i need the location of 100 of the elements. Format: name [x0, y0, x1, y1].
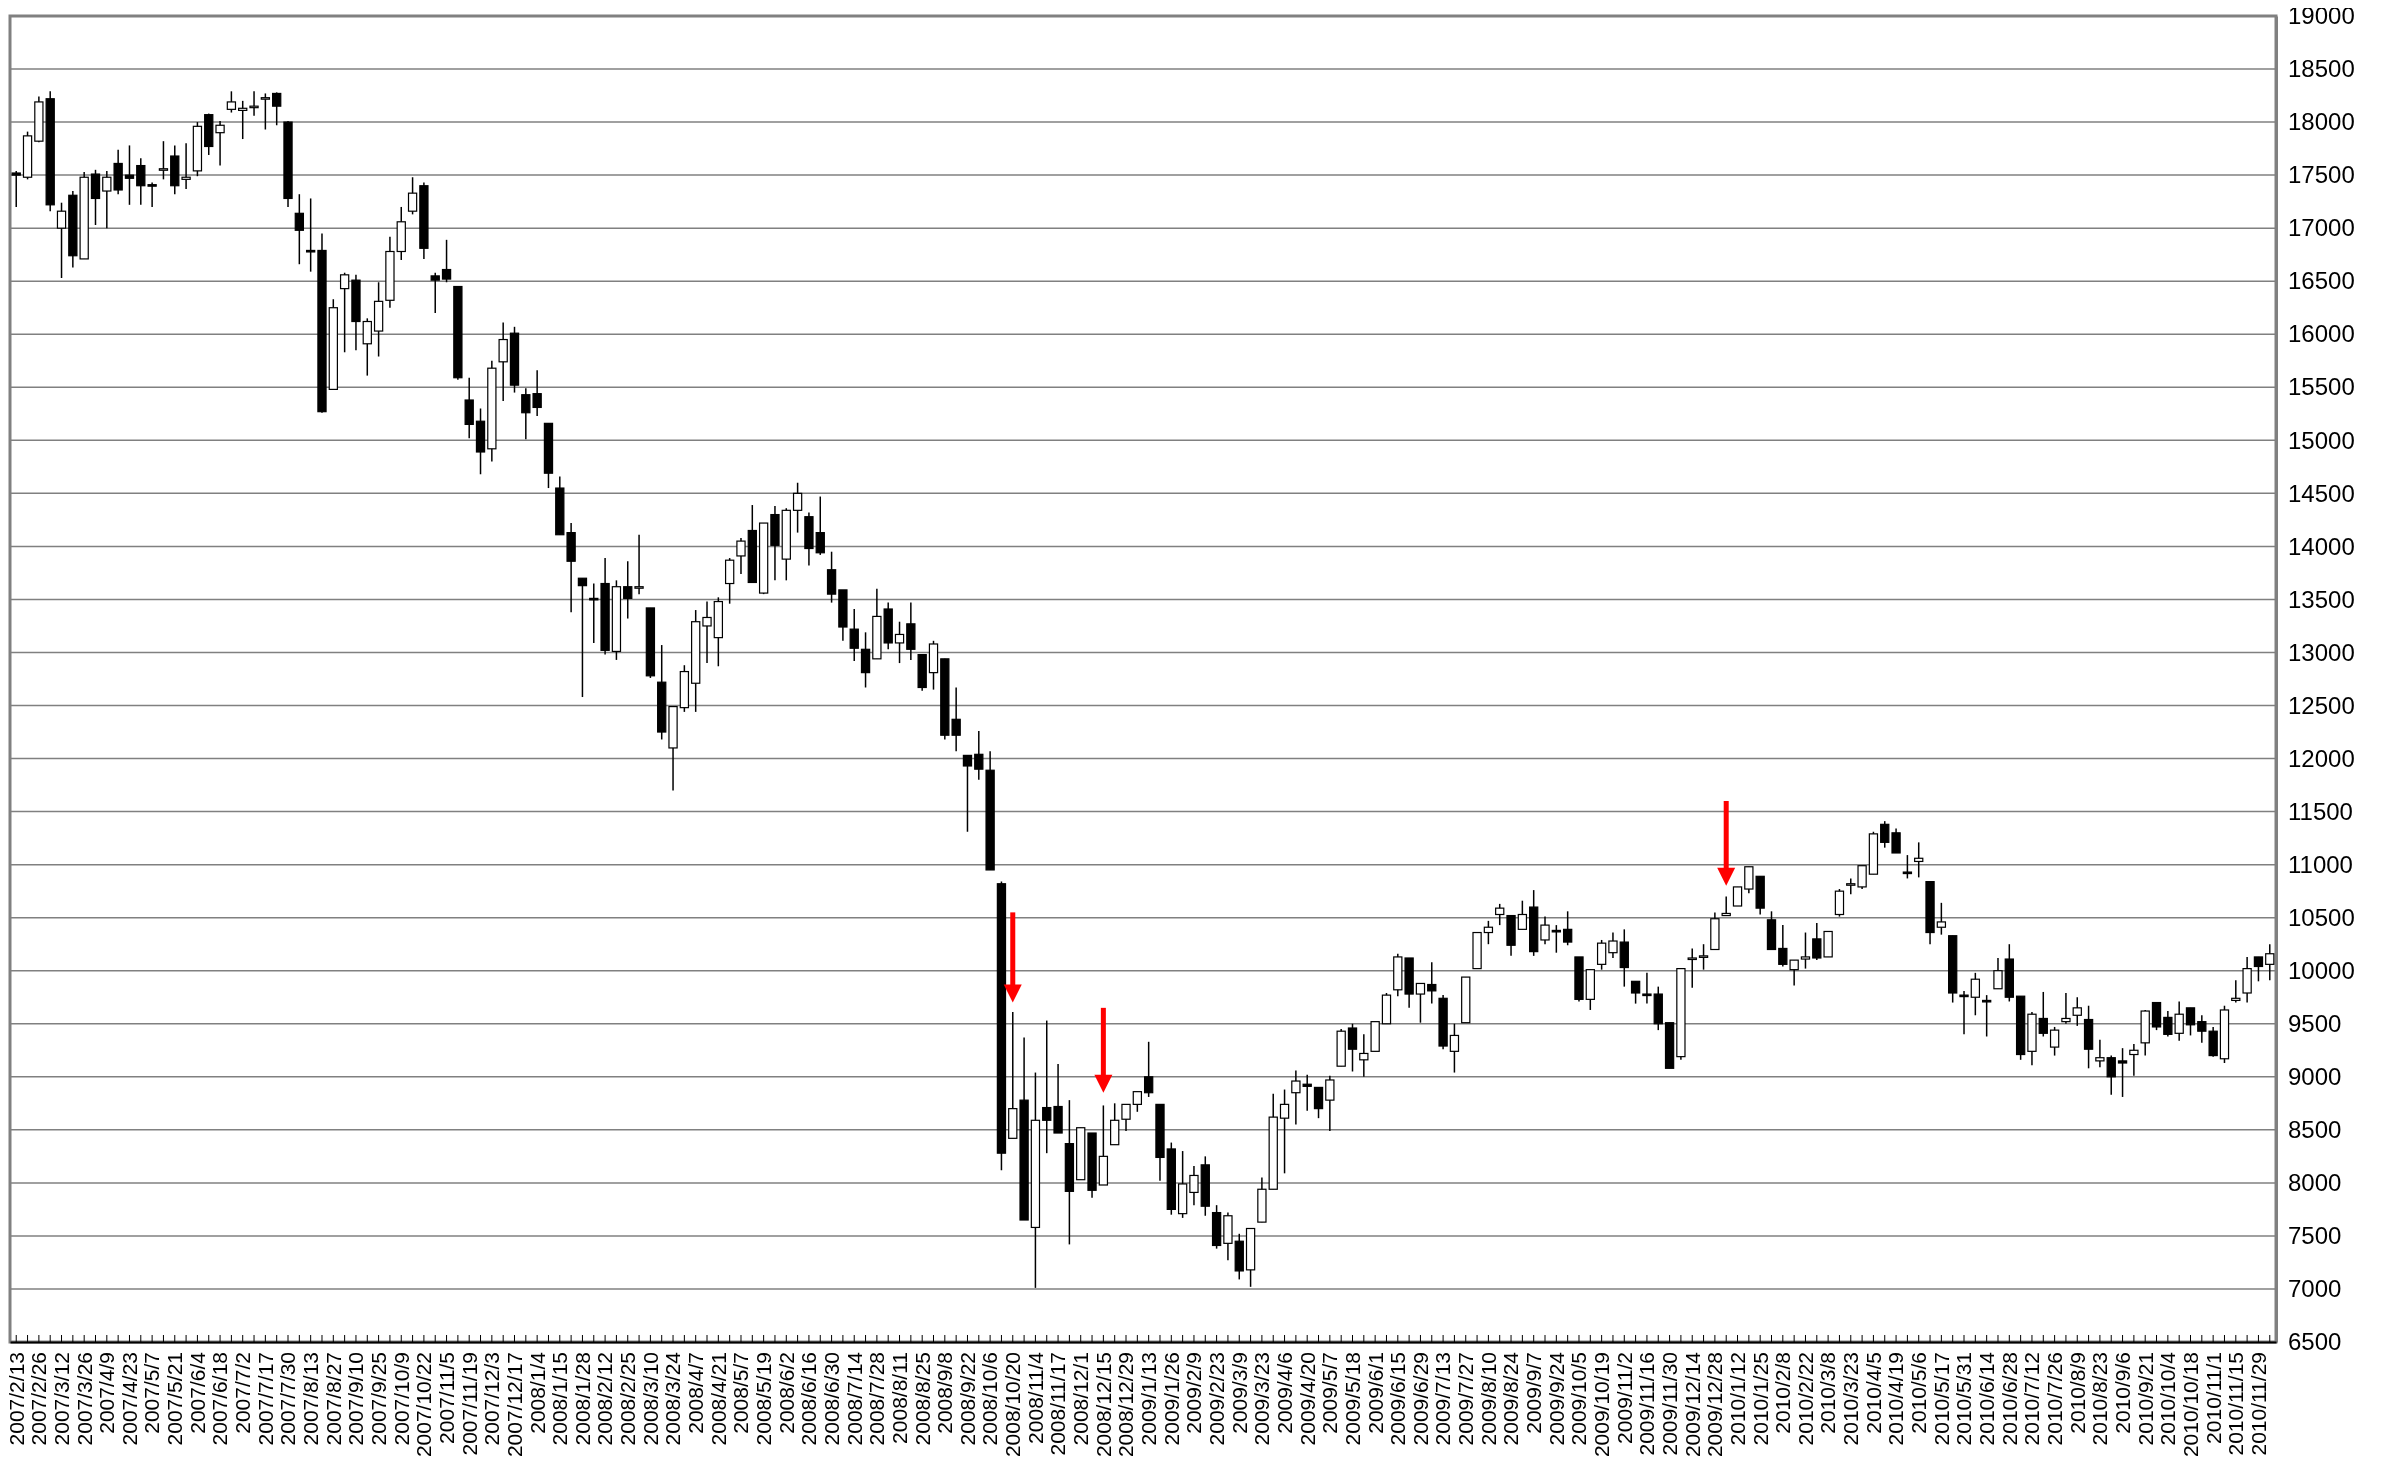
x-tick-label: 2010/1/12 — [1725, 1352, 1749, 1446]
y-tick-label: 17500 — [2288, 161, 2355, 189]
candlestick — [1970, 972, 1981, 1017]
y-tick-label: 15000 — [2288, 426, 2355, 454]
x-tick-label: 2007/5/7 — [140, 1352, 164, 1434]
x-tick-label: 2009/10/19 — [1589, 1352, 1613, 1458]
x-tick-label: 2008/6/16 — [797, 1352, 821, 1446]
candlestick — [1325, 1074, 1335, 1132]
candlestick — [1721, 895, 1731, 917]
x-tick-label: 2007/4/23 — [117, 1352, 141, 1446]
x-tick-label: 2007/12/17 — [502, 1352, 526, 1458]
x-tick-label: 2009/5/7 — [1318, 1352, 1342, 1434]
candlestick — [2095, 1038, 2105, 1068]
x-tick-label: 2008/6/2 — [774, 1352, 798, 1434]
candlestick — [2231, 979, 2241, 1004]
candlestick — [2106, 1054, 2116, 1096]
candlestick — [260, 92, 271, 131]
x-tick-label: 2010/11/15 — [2224, 1352, 2248, 1456]
candlestick — [305, 197, 316, 273]
x-tick-label: 2007/6/4 — [185, 1351, 209, 1434]
x-tick-label: 2008/12/15 — [1091, 1352, 1115, 1458]
y-tick-label: 7000 — [2288, 1275, 2342, 1303]
x-tick-label: 2009/7/13 — [1431, 1352, 1455, 1446]
candlestick — [1427, 961, 1437, 1005]
x-tick-label: 2007/9/10 — [344, 1352, 368, 1446]
candlestick — [2253, 956, 2264, 983]
candlestick — [2061, 992, 2071, 1025]
candlestick — [294, 193, 305, 265]
x-tick-label: 2008/9/22 — [955, 1352, 979, 1446]
y-tick-label: 16000 — [2288, 320, 2355, 348]
candlestick — [1936, 902, 1947, 936]
candlestick — [407, 176, 418, 216]
x-tick-label: 2010/8/23 — [2088, 1352, 2112, 1446]
x-tick-label: 2007/7/2 — [231, 1352, 255, 1434]
candlestick — [1596, 939, 1607, 971]
x-tick-label: 2008/12/29 — [1114, 1352, 1138, 1458]
y-tick-label: 10000 — [2288, 956, 2355, 984]
x-tick-label: 2009/1/26 — [1159, 1352, 1183, 1446]
candlestick — [1630, 980, 1641, 1005]
x-tick-label: 2010/5/6 — [1907, 1352, 1931, 1434]
candlestick — [441, 239, 452, 284]
candlestick — [2117, 1047, 2128, 1098]
x-tick-label: 2008/11/17 — [1046, 1352, 1070, 1456]
x-tick-label: 2008/8/25 — [910, 1352, 934, 1446]
y-tick-label: 14000 — [2288, 532, 2355, 560]
x-tick-label: 2007/5/21 — [163, 1352, 187, 1446]
candlestick — [238, 100, 248, 140]
candlestick — [1562, 910, 1573, 947]
y-tick-label: 10500 — [2288, 903, 2355, 931]
candlestick — [272, 91, 282, 127]
x-tick-label: 2008/2/12 — [593, 1352, 617, 1446]
candlestick — [1495, 903, 1505, 926]
x-tick-label: 2010/2/22 — [1793, 1352, 1817, 1446]
candlestick — [1993, 957, 2003, 990]
candlestick — [1981, 994, 1992, 1038]
x-tick-label: 2010/4/5 — [1861, 1352, 1885, 1434]
x-tick-label: 2009/3/23 — [1250, 1352, 1274, 1446]
y-tick-label: 7500 — [2288, 1222, 2342, 1250]
candlestick — [1132, 1090, 1143, 1113]
x-tick-label: 2010/7/12 — [2020, 1352, 2044, 1446]
x-tick-label: 2008/1/15 — [548, 1352, 572, 1446]
y-tick-label: 11000 — [2288, 850, 2353, 878]
x-tick-label: 2008/3/24 — [661, 1351, 685, 1446]
x-tick-label: 2007/3/12 — [49, 1352, 73, 1446]
x-tick-label: 2009/11/30 — [1657, 1352, 1681, 1456]
candlestick — [815, 495, 825, 556]
candlestick — [1517, 899, 1528, 931]
x-tick-label: 2007/10/22 — [412, 1352, 436, 1458]
y-tick-label: 19000 — [2288, 2, 2355, 30]
candlestick — [2129, 1043, 2139, 1077]
x-tick-label: 2010/10/18 — [2178, 1352, 2202, 1458]
x-tick-label: 2009/4/20 — [1295, 1352, 1319, 1446]
candlestick — [792, 482, 803, 534]
x-tick-label: 2009/4/6 — [1272, 1352, 1296, 1434]
x-tick-label: 2010/5/31 — [1952, 1352, 1976, 1446]
x-tick-label: 2008/11/4 — [1023, 1351, 1047, 1444]
candlestick — [2038, 991, 2048, 1038]
x-tick-label: 2007/2/13 — [4, 1352, 28, 1446]
x-tick-label: 2007/6/18 — [208, 1352, 232, 1446]
candlestick — [894, 620, 905, 664]
x-tick-label: 2008/4/7 — [684, 1352, 708, 1434]
candlestick — [1483, 920, 1494, 945]
x-tick-label: 2010/5/17 — [1929, 1352, 1953, 1446]
x-tick-label: 2009/9/24 — [1544, 1351, 1568, 1446]
x-tick-label: 2010/11/29 — [2246, 1352, 2270, 1456]
x-tick-label: 2007/9/25 — [366, 1352, 390, 1446]
candlestick — [1880, 820, 1890, 849]
x-tick-label: 2007/12/3 — [480, 1352, 504, 1446]
candlestick — [702, 600, 712, 664]
x-tick-label: 2009/3/9 — [1227, 1352, 1251, 1434]
candlestick — [974, 730, 984, 781]
candlestick — [1279, 1088, 1290, 1175]
candlestick — [56, 201, 67, 279]
candlestick — [1608, 931, 1618, 959]
x-tick-label: 2010/1/25 — [1748, 1352, 1772, 1446]
x-tick-label: 2009/9/7 — [1522, 1352, 1546, 1434]
x-tick-label: 2010/6/28 — [1997, 1352, 2021, 1446]
x-tick-label: 2007/2/26 — [27, 1352, 51, 1446]
candlestick — [724, 557, 735, 605]
candlestick — [215, 120, 225, 167]
